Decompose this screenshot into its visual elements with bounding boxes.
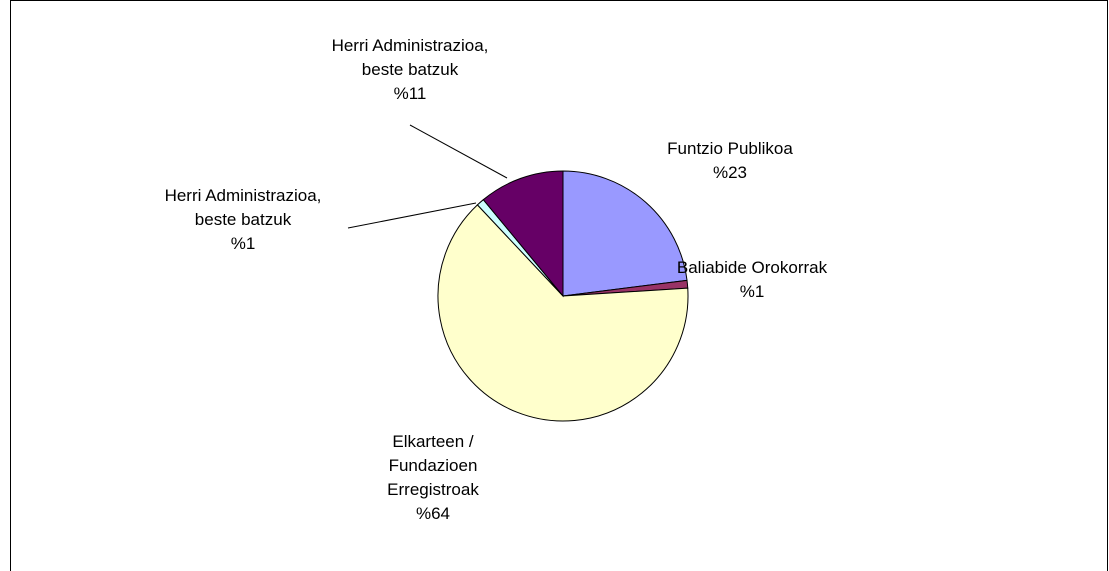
slice-name: Herri Administrazioa, beste batzuk bbox=[331, 36, 489, 79]
slice-value: %23 bbox=[712, 163, 748, 182]
slice-name: Baliabide Orokorrak bbox=[676, 258, 828, 277]
pie-slice bbox=[482, 170, 564, 298]
pie-slice bbox=[562, 170, 688, 297]
slice-label: Herri Administrazioa, beste batzuk %11 bbox=[315, 34, 505, 106]
slice-label: Funtzio Publikoa %23 bbox=[630, 137, 830, 185]
slice-name: Funtzio Publikoa bbox=[667, 139, 793, 158]
leader-line bbox=[409, 124, 508, 179]
slice-value: %1 bbox=[230, 234, 256, 253]
slice-name: Herri Administrazioa, beste batzuk bbox=[164, 186, 322, 229]
slice-value: %1 bbox=[739, 282, 765, 301]
slice-value: %64 bbox=[415, 504, 451, 523]
leader-line bbox=[347, 202, 477, 229]
slice-label: Elkarteen / Fundazioen Erregistroak %64 bbox=[378, 430, 488, 526]
pie-slice bbox=[437, 204, 689, 422]
chart-border bbox=[10, 0, 1108, 571]
slice-name: Elkarteen / Fundazioen Erregistroak bbox=[387, 432, 479, 499]
slice-label: Herri Administrazioa, beste batzuk %1 bbox=[148, 184, 338, 256]
slice-label: Baliabide Orokorrak %1 bbox=[652, 256, 852, 304]
slice-value: %11 bbox=[393, 84, 427, 103]
